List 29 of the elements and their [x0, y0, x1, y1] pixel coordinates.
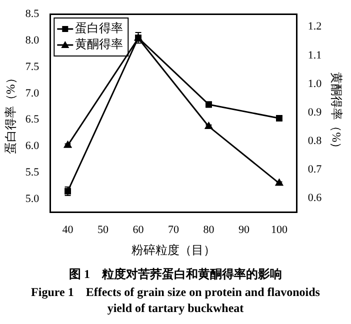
y2-axis-title: 黄酮得率（%） [330, 72, 344, 154]
y2-tick-label: 1.0 [308, 78, 322, 90]
x-tick-label: 90 [238, 224, 250, 236]
y-tick-label: 8.0 [25, 34, 40, 46]
y2-tick-label: 0.6 [308, 192, 322, 204]
y-tick-label: 8.5 [25, 8, 40, 20]
caption: Figure 1 Effects of grain size on protein and flavonoids yield of tartary buckwheat [30, 284, 321, 316]
x-tick-label: 40 [62, 224, 74, 236]
x-tick-label: 80 [203, 224, 215, 236]
y-tick-label: 5.0 [25, 193, 40, 206]
caption: 图 1 粒度对苦荞蛋白和黄酮得率的影响 [68, 266, 283, 282]
y-tick-label: 5.5 [25, 166, 40, 179]
y-tick-label: 7.0 [25, 87, 40, 100]
x-tick-label: 60 [132, 224, 144, 236]
y-axis-title: 蛋白得率（%） [3, 72, 18, 154]
y-tick-label: 7.5 [25, 60, 40, 73]
y2-tick-label: 1.2 [308, 20, 322, 33]
y2-tick-label: 0.7 [308, 163, 322, 176]
x-tick-label: 100 [270, 224, 288, 236]
y-tick-label: 6.5 [25, 114, 40, 126]
legend-label: 黄酮得率 [75, 37, 124, 52]
x-tick-label: 70 [168, 224, 180, 236]
x-tick-label: 50 [98, 224, 110, 236]
legend-label: 蛋白得率 [75, 21, 124, 36]
y-tick-label: 6.0 [25, 140, 40, 152]
y2-tick-label: 1.1 [308, 49, 322, 62]
y2-tick-label: 0.8 [308, 134, 322, 147]
x-axis-title: 粉碎粒度（目） [132, 242, 216, 257]
y2-tick-label: 0.9 [308, 106, 322, 118]
